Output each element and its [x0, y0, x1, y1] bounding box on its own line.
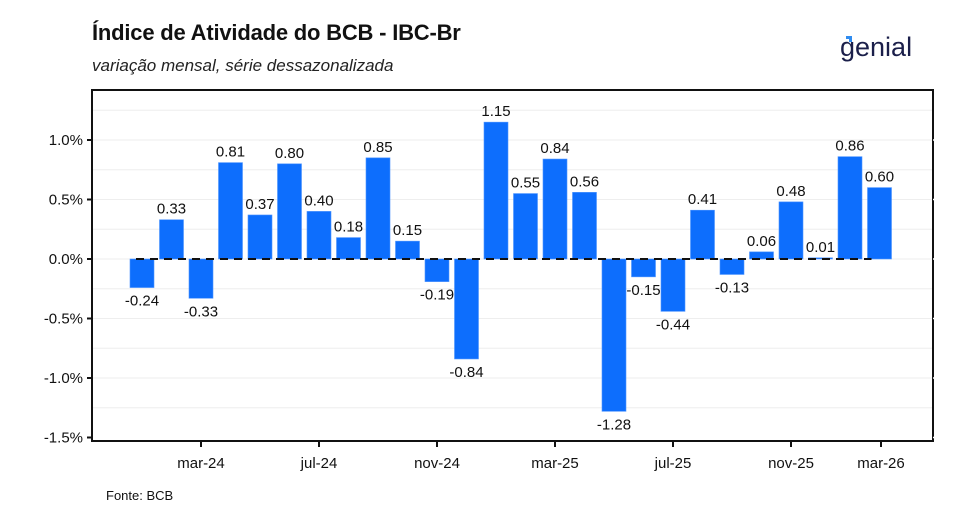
data-label: -0.84 [449, 364, 483, 381]
bars [129, 121, 892, 412]
data-label: -0.13 [715, 279, 749, 296]
data-label: 0.40 [304, 192, 333, 209]
bar-abr-24 [218, 162, 243, 260]
bar-jun-24 [277, 163, 302, 260]
data-label: 0.37 [245, 196, 274, 213]
y-tick-label: 1.0% [49, 132, 83, 149]
bar-fev-24 [159, 219, 184, 260]
bar-jul-24 [306, 211, 332, 260]
data-label: 0.41 [688, 191, 717, 208]
data-label: 0.06 [747, 233, 776, 250]
x-tick-label: mar-26 [857, 455, 905, 472]
bar-set-24 [365, 157, 391, 260]
bar-jan-24 [129, 258, 155, 288]
bar-set-25 [719, 258, 745, 275]
x-tick-label: mar-25 [531, 455, 579, 472]
data-label: -0.19 [420, 287, 454, 304]
bar-abr-25 [572, 192, 597, 260]
bar-nov-25 [778, 201, 804, 260]
y-tick-label: -1.5% [44, 430, 83, 447]
x-tick-label: jul-24 [300, 455, 338, 472]
y-tick-label: 0.5% [49, 192, 83, 209]
bar-fev-25 [513, 193, 538, 260]
data-label: 0.81 [216, 144, 245, 161]
source-note: Fonte: BCB [106, 488, 174, 503]
data-label: -0.44 [656, 316, 690, 333]
data-label: 0.33 [157, 201, 186, 218]
data-label: -0.15 [626, 282, 660, 299]
data-label: 0.86 [835, 138, 864, 155]
x-tick-label: nov-24 [414, 455, 460, 472]
chart-subtitle: variação mensal, série dessazonalizada [92, 56, 394, 75]
data-label: 0.84 [540, 140, 569, 157]
data-label: 0.85 [363, 139, 392, 156]
bar-fev-26 [867, 187, 892, 260]
bar-mai-24 [247, 214, 273, 260]
y-tick-label: -0.5% [44, 311, 83, 328]
bar-ago-24 [336, 237, 361, 260]
chart-title: Índice de Atividade do BCB - IBC-Br [92, 20, 461, 45]
logo-text: genial [840, 32, 912, 62]
bar-dez-24 [454, 258, 479, 360]
x-tick-label: jul-25 [654, 455, 692, 472]
plot-frame [91, 89, 934, 442]
bar-out-24 [395, 240, 420, 260]
bar-jun-25 [631, 258, 656, 278]
data-label: 0.01 [806, 239, 835, 256]
data-label: 0.60 [865, 169, 894, 186]
data-label: -1.28 [597, 416, 631, 433]
plot-border [91, 89, 934, 442]
bar-out-25 [749, 251, 774, 260]
bar-mai-25 [601, 258, 627, 412]
data-label: 0.18 [334, 219, 363, 236]
bar-mar-25 [542, 158, 568, 260]
y-axis: 1.0% 0.5% 0.0% -0.5% -1.0% -1.5% [44, 132, 937, 447]
data-label: -0.33 [184, 303, 218, 320]
logo-accent-mark-vertical [849, 36, 852, 42]
data-label: 0.15 [393, 222, 422, 239]
x-tick-label: mar-24 [177, 455, 225, 472]
bar-nov-24 [424, 258, 450, 282]
y-tick-label: -1.0% [44, 370, 83, 387]
bar-jan-26 [837, 156, 863, 260]
y-tick-label: 0.0% [49, 251, 83, 268]
genial-logo: genial [840, 32, 912, 62]
bar-jan-25 [483, 121, 509, 260]
data-label: 0.48 [776, 183, 805, 200]
data-label: 1.15 [481, 103, 510, 120]
data-label: 0.80 [275, 145, 304, 162]
bar-ago-25 [690, 209, 715, 260]
x-tick-label: nov-25 [768, 455, 814, 472]
data-label: -0.24 [125, 293, 159, 310]
data-label: 0.55 [511, 175, 540, 192]
bar-jul-25 [660, 258, 686, 312]
data-labels: -0.24 0.33 -0.33 0.81 0.37 0.80 0.400.18 0.85 0.… [125, 103, 894, 433]
data-label: 0.56 [570, 173, 599, 190]
bar-mar-24 [188, 258, 214, 299]
x-axis: mar-24 jul-24 nov-24 mar-25 jul-25 nov-25 mar-… [177, 441, 905, 472]
